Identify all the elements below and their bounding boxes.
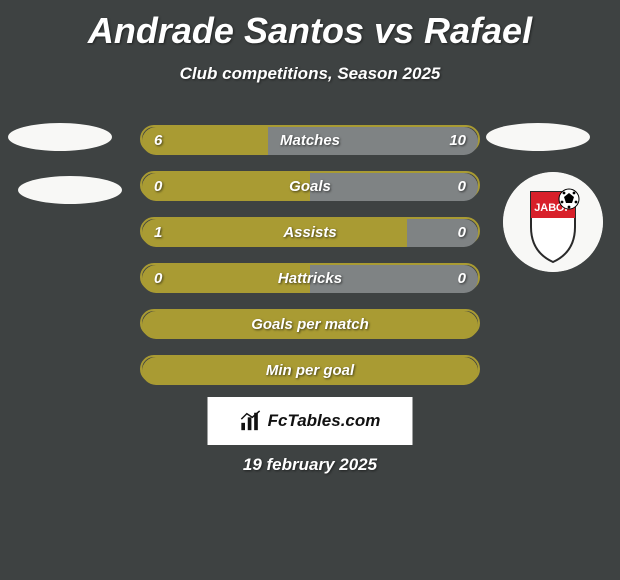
player-right-ellipse-1 xyxy=(486,123,590,151)
stat-value-right: 0 xyxy=(458,265,466,293)
stat-row: Min per goal xyxy=(140,355,480,383)
date-text: 19 february 2025 xyxy=(0,455,620,475)
stat-row: Hattricks0 0 xyxy=(140,263,480,291)
stat-row: Goals0 0 xyxy=(140,171,480,199)
player-left-ellipse-1 xyxy=(8,123,112,151)
stat-value-right: 10 xyxy=(449,127,466,155)
brand-text: FcTables.com xyxy=(268,411,381,431)
stat-value-right: 0 xyxy=(458,173,466,201)
player-left-ellipse-2 xyxy=(18,176,122,204)
page-title: Andrade Santos vs Rafael xyxy=(0,0,620,52)
stat-row: Assists1 0 xyxy=(140,217,480,245)
stat-label: Goals per match xyxy=(142,311,478,339)
stat-value-left: 0 xyxy=(154,173,162,201)
club-badge-right: ЈАВОР xyxy=(503,172,603,272)
stat-value-left: 0 xyxy=(154,265,162,293)
stat-row: Matches6 10 xyxy=(140,125,480,153)
stat-row: Goals per match xyxy=(140,309,480,337)
stat-label: Assists xyxy=(142,219,478,247)
stat-value-right: 0 xyxy=(458,219,466,247)
brand-box: FcTables.com xyxy=(208,397,413,445)
stat-label: Hattricks xyxy=(142,265,478,293)
page-subtitle: Club competitions, Season 2025 xyxy=(0,64,620,84)
stat-label: Min per goal xyxy=(142,357,478,385)
stat-value-left: 1 xyxy=(154,219,162,247)
stat-label: Goals xyxy=(142,173,478,201)
stat-value-left: 6 xyxy=(154,127,162,155)
stat-label: Matches xyxy=(142,127,478,155)
comparison-chart: Matches610Goals00Assists10Hattricks00Goa… xyxy=(140,125,480,401)
chart-icon xyxy=(240,410,262,432)
